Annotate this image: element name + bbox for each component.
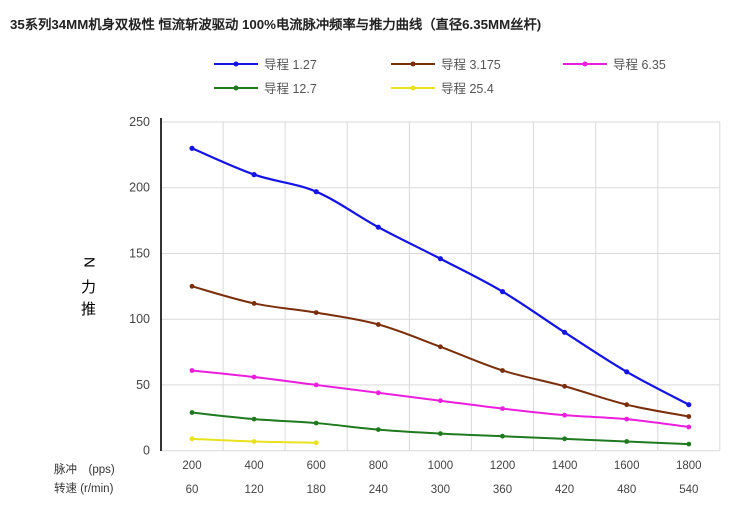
- svg-text:50: 50: [136, 378, 150, 392]
- svg-text:120: 120: [245, 484, 264, 496]
- svg-text:600: 600: [307, 460, 326, 472]
- svg-text:180: 180: [307, 484, 326, 496]
- svg-text:400: 400: [245, 460, 264, 472]
- svg-text:800: 800: [369, 460, 388, 472]
- svg-text:540: 540: [679, 484, 698, 496]
- svg-text:100: 100: [129, 312, 150, 326]
- svg-text:1200: 1200: [490, 460, 516, 472]
- svg-text:360: 360: [493, 484, 512, 496]
- svg-text:150: 150: [129, 247, 150, 261]
- svg-text:480: 480: [617, 484, 636, 496]
- svg-text:1000: 1000: [428, 460, 454, 472]
- svg-text:200: 200: [129, 181, 150, 195]
- svg-text:1400: 1400: [552, 460, 578, 472]
- svg-text:300: 300: [431, 484, 450, 496]
- svg-text:200: 200: [182, 460, 201, 472]
- svg-text:1800: 1800: [676, 460, 702, 472]
- svg-text:60: 60: [186, 484, 199, 496]
- svg-text:420: 420: [555, 484, 574, 496]
- svg-text:1600: 1600: [614, 460, 640, 472]
- svg-text:250: 250: [129, 115, 150, 129]
- svg-text:0: 0: [143, 444, 150, 458]
- svg-text:240: 240: [369, 484, 388, 496]
